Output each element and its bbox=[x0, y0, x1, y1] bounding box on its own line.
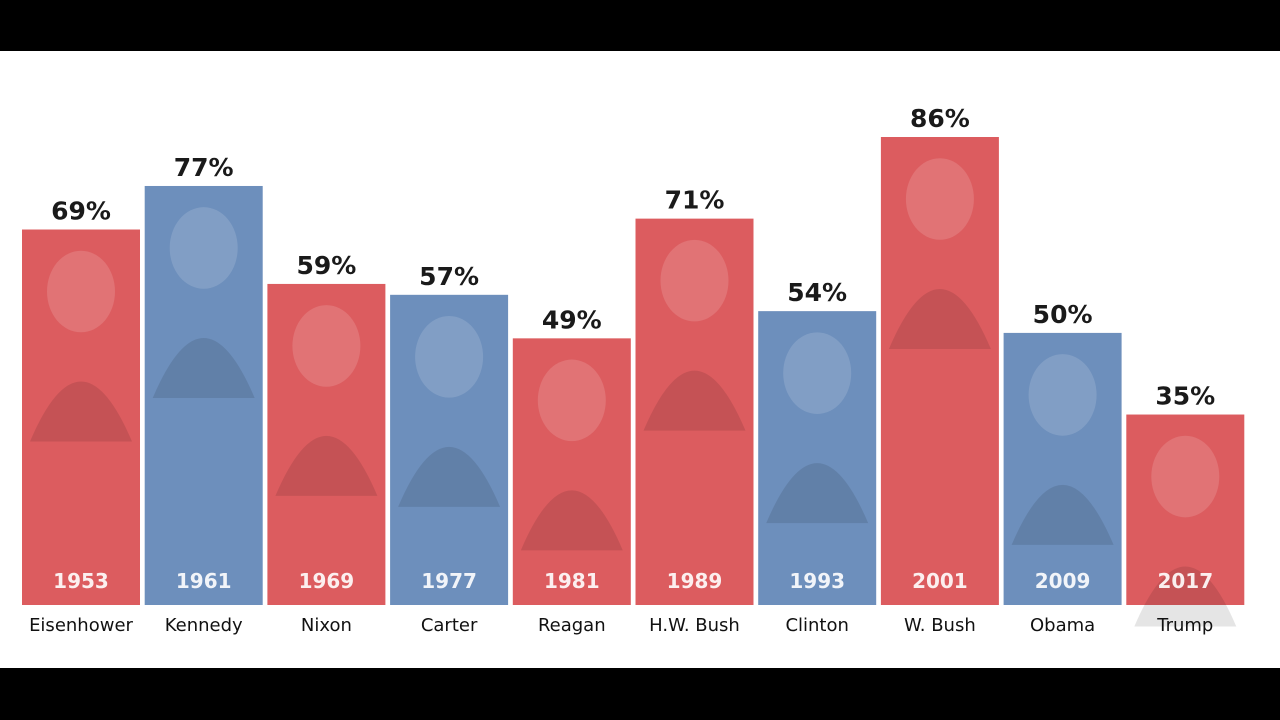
name-label-clinton: Clinton bbox=[785, 615, 848, 636]
percent-label-obama: 50% bbox=[1033, 300, 1093, 329]
name-label-kennedy: Kennedy bbox=[165, 615, 243, 636]
percent-label-reagan: 49% bbox=[542, 305, 602, 334]
year-label-obama: 2009 bbox=[1035, 569, 1091, 593]
percent-label-h-w-bush: 71% bbox=[665, 186, 725, 215]
year-label-clinton: 1993 bbox=[789, 569, 845, 593]
portrait-shoulders-clinton bbox=[766, 463, 869, 524]
portrait-head-reagan bbox=[537, 359, 606, 442]
portrait-head-trump bbox=[1151, 435, 1220, 518]
portrait-head-kennedy bbox=[169, 207, 238, 289]
portrait-head-nixon bbox=[292, 305, 361, 387]
percent-label-kennedy: 77% bbox=[174, 153, 234, 182]
bar-clinton bbox=[758, 311, 877, 605]
portrait-head-carter bbox=[415, 316, 484, 398]
name-label-obama: Obama bbox=[1030, 615, 1095, 636]
portrait-shoulders-reagan bbox=[520, 490, 623, 551]
year-label-trump: 2017 bbox=[1157, 569, 1213, 593]
name-label-trump: Trump bbox=[1156, 615, 1213, 636]
top-letterbox bbox=[0, 0, 1280, 51]
bar-h-w-bush bbox=[635, 218, 754, 605]
bar-reagan bbox=[512, 338, 631, 605]
percent-label-w-bush: 86% bbox=[910, 104, 970, 133]
year-label-w-bush: 2001 bbox=[912, 569, 968, 593]
bars-group bbox=[22, 137, 1245, 627]
percent-label-carter: 57% bbox=[419, 262, 479, 291]
bottom-letterbox bbox=[0, 668, 1280, 720]
portrait-head-h-w-bush bbox=[660, 239, 729, 322]
bar-w-bush bbox=[880, 137, 999, 605]
bar-kennedy bbox=[144, 185, 263, 605]
name-label-reagan: Reagan bbox=[538, 615, 606, 636]
year-label-nixon: 1969 bbox=[299, 569, 355, 593]
name-label-nixon: Nixon bbox=[301, 615, 352, 636]
portrait-head-w-bush bbox=[905, 158, 974, 240]
bar-trump bbox=[1126, 414, 1245, 605]
portrait-shoulders-trump bbox=[1134, 566, 1237, 627]
year-label-h-w-bush: 1989 bbox=[667, 569, 723, 593]
portrait-shoulders-h-w-bush bbox=[643, 370, 746, 431]
name-label-eisenhower: Eisenhower bbox=[29, 615, 133, 636]
year-label-reagan: 1981 bbox=[544, 569, 600, 593]
labels-group: 69% 1953 Eisenhower 77% 1961 Kennedy 59% 1969 Ni… bbox=[29, 104, 1215, 636]
bar-nixon bbox=[267, 283, 386, 605]
portrait-head-clinton bbox=[783, 332, 852, 414]
portrait-head-obama bbox=[1028, 354, 1097, 436]
percent-label-trump: 35% bbox=[1155, 382, 1215, 411]
percent-label-clinton: 54% bbox=[787, 278, 847, 307]
portrait-shoulders-w-bush bbox=[888, 289, 991, 349]
bar-eisenhower bbox=[22, 229, 140, 605]
bar-carter bbox=[390, 294, 509, 605]
year-label-carter: 1977 bbox=[421, 569, 477, 593]
name-label-h-w-bush: H.W. Bush bbox=[649, 615, 740, 636]
portrait-shoulders-carter bbox=[398, 446, 501, 507]
name-label-carter: Carter bbox=[421, 615, 478, 636]
portrait-head-eisenhower bbox=[47, 250, 115, 333]
portrait-shoulders-kennedy bbox=[152, 337, 255, 398]
name-label-w-bush: W. Bush bbox=[904, 615, 976, 636]
bar-obama bbox=[1003, 332, 1122, 605]
portrait-shoulders-nixon bbox=[275, 435, 378, 496]
portrait-shoulders-eisenhower bbox=[30, 381, 132, 442]
percent-label-eisenhower: 69% bbox=[51, 197, 111, 226]
portrait-shoulders-obama bbox=[1011, 484, 1114, 545]
year-label-kennedy: 1961 bbox=[176, 569, 232, 593]
year-label-eisenhower: 1953 bbox=[53, 569, 109, 593]
approval-bar-chart: 69% 1953 Eisenhower 77% 1961 Kennedy 59% 1969 Ni… bbox=[22, 104, 1245, 636]
percent-label-nixon: 59% bbox=[296, 251, 356, 280]
